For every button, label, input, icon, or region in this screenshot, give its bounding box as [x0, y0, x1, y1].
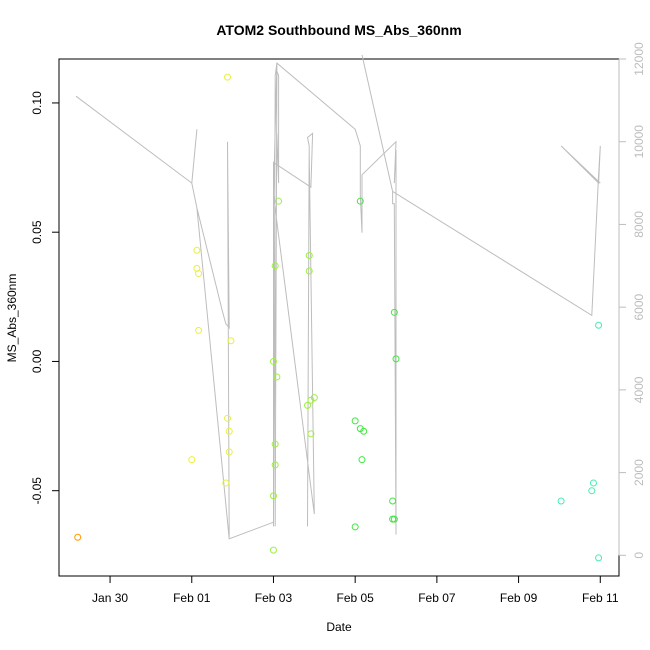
points-layer	[74, 73, 603, 562]
data-point	[595, 554, 603, 562]
data-point	[358, 456, 366, 464]
y2-tick-label: 4000	[632, 376, 646, 403]
data-point	[305, 267, 313, 275]
data-point	[224, 414, 232, 422]
x-tick-label: Feb 01	[173, 591, 211, 605]
y-tick-label: 0.10	[30, 91, 44, 115]
data-point	[390, 515, 398, 523]
data-point	[74, 533, 82, 541]
y-tick-label: 0.00	[30, 349, 44, 373]
data-point	[195, 326, 203, 334]
data-point	[389, 497, 397, 505]
data-point	[310, 394, 318, 402]
data-point	[271, 262, 279, 270]
data-point	[392, 355, 400, 363]
x-tick-label: Feb 03	[255, 591, 293, 605]
data-point	[222, 479, 230, 487]
data-point	[390, 308, 398, 316]
data-point	[188, 456, 196, 464]
x-tick-label: Jan 30	[92, 591, 128, 605]
y-axis-left: -0.05 0.00 0.05 0.10	[30, 91, 59, 504]
data-point	[307, 430, 315, 438]
data-point	[595, 321, 603, 329]
y-axis-label: MS_Abs_360nm	[5, 274, 19, 363]
x-axis-label: Date	[326, 620, 352, 634]
data-point	[275, 197, 283, 205]
data-point	[273, 373, 281, 381]
data-point	[588, 487, 596, 495]
data-point	[360, 427, 368, 435]
data-point	[269, 492, 277, 500]
data-point	[356, 197, 364, 205]
chart-title: ATOM2 Southbound MS_Abs_360nm	[216, 22, 461, 38]
data-point	[225, 448, 233, 456]
x-tick-label: Feb 05	[336, 591, 374, 605]
data-point	[225, 427, 233, 435]
plot-frame	[58, 58, 620, 577]
secondary-line	[75, 54, 601, 540]
x-tick-label: Feb 07	[418, 591, 456, 605]
y2-tick-label: 0	[632, 552, 646, 559]
y-tick-label: -0.05	[30, 477, 44, 505]
data-point	[557, 497, 565, 505]
y2-tick-label: 8000	[632, 211, 646, 238]
data-point	[224, 73, 232, 81]
y2-tick-label: 6000	[632, 293, 646, 320]
x-axis: Jan 30 Feb 01 Feb 03 Feb 05 Feb 07 Feb 09 Feb …	[92, 576, 619, 605]
data-point	[351, 417, 359, 425]
data-point	[305, 251, 313, 259]
data-point	[269, 546, 277, 554]
y-axis-right: 0 2000 4000 6000 8000 10000 12000	[618, 42, 646, 559]
data-point	[351, 523, 359, 531]
y-tick-label: 0.05	[30, 220, 44, 244]
y2-tick-label: 12000	[632, 42, 646, 76]
y2-tick-label: 10000	[632, 125, 646, 159]
data-point	[304, 401, 312, 409]
data-point	[271, 461, 279, 469]
data-point	[271, 440, 279, 448]
data-point	[195, 270, 203, 278]
x-tick-label: Feb 11	[582, 591, 619, 605]
y2-tick-label: 2000	[632, 459, 646, 486]
data-point	[269, 357, 277, 365]
data-point	[589, 479, 597, 487]
data-point	[193, 246, 201, 254]
secondary-line-layer	[75, 54, 601, 540]
data-point	[227, 337, 235, 345]
x-tick-label: Feb 09	[500, 591, 538, 605]
